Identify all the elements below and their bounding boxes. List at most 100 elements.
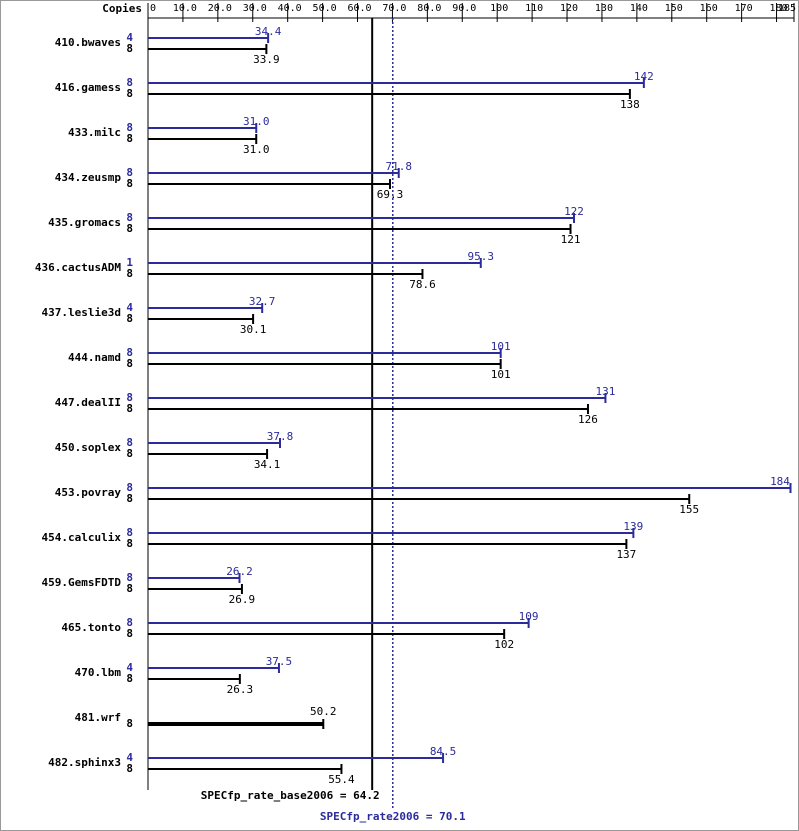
value-label: 31.0 xyxy=(243,143,270,156)
value-label: 26.2 xyxy=(226,565,253,578)
benchmark-name: 410.bwaves xyxy=(55,36,121,49)
value-label: 37.5 xyxy=(266,655,293,668)
benchmark-name: 444.namd xyxy=(68,351,121,364)
copies: 8 xyxy=(126,436,133,449)
x-tick-label: 40.0 xyxy=(278,3,302,14)
x-tick-label: 185 xyxy=(778,3,796,14)
x-tick-label: 120 xyxy=(560,3,578,14)
x-tick-label: 160 xyxy=(700,3,718,14)
copies: 8 xyxy=(126,571,133,584)
benchmark-name: 481.wrf xyxy=(75,711,121,724)
value-label: 32.7 xyxy=(249,295,276,308)
value-label: 34.1 xyxy=(254,458,281,471)
value-label: 122 xyxy=(564,205,584,218)
value-label: 101 xyxy=(491,340,511,353)
benchmark-name: 433.milc xyxy=(68,126,121,139)
copies: 8 xyxy=(126,267,133,280)
copies: 8 xyxy=(126,526,133,539)
benchmark-name: 416.gamess xyxy=(55,81,121,94)
value-label: 131 xyxy=(596,385,616,398)
copies-header: Copies xyxy=(102,2,142,15)
copies: 8 xyxy=(126,582,133,595)
value-label: 34.4 xyxy=(255,25,282,38)
x-tick-label: 170 xyxy=(735,3,753,14)
value-label: 126 xyxy=(578,413,598,426)
value-label: 69.3 xyxy=(377,188,404,201)
copies: 8 xyxy=(126,492,133,505)
copies: 8 xyxy=(126,42,133,55)
reference-label: SPECfp_rate2006 = 70.1 xyxy=(320,810,466,823)
value-label: 71.8 xyxy=(385,160,412,173)
benchmark-name: 470.lbm xyxy=(75,666,122,679)
x-tick-label: 100 xyxy=(490,3,508,14)
benchmark-name: 450.soplex xyxy=(55,441,122,454)
copies: 8 xyxy=(126,447,133,460)
x-tick-label: 80.0 xyxy=(417,3,441,14)
copies: 8 xyxy=(126,87,133,100)
value-label: 95.3 xyxy=(468,250,495,263)
copies: 8 xyxy=(126,166,133,179)
benchmark-name: 453.povray xyxy=(55,486,122,499)
x-tick-label: 150 xyxy=(665,3,683,14)
copies: 8 xyxy=(126,121,133,134)
value-label: 78.6 xyxy=(409,278,436,291)
value-label: 155 xyxy=(679,503,699,516)
value-label: 142 xyxy=(634,70,654,83)
value-label: 26.9 xyxy=(229,593,256,606)
x-tick-label: 130 xyxy=(595,3,613,14)
benchmark-name: 435.gromacs xyxy=(48,216,121,229)
benchmark-name: 454.calculix xyxy=(42,531,122,544)
x-tick-label: 180 xyxy=(770,3,788,14)
benchmark-name: 482.sphinx3 xyxy=(48,756,121,769)
copies: 8 xyxy=(126,211,133,224)
copies: 8 xyxy=(126,132,133,145)
copies: 4 xyxy=(126,661,133,674)
benchmark-name: 459.GemsFDTD xyxy=(42,576,122,589)
copies: 4 xyxy=(126,31,133,44)
x-tick-label: 60.0 xyxy=(347,3,371,14)
copies: 8 xyxy=(126,616,133,629)
copies: 1 xyxy=(126,256,133,269)
benchmark-name: 447.dealII xyxy=(55,396,121,409)
value-label: 50.2 xyxy=(310,705,337,718)
copies: 8 xyxy=(126,402,133,415)
value-label: 26.3 xyxy=(227,683,254,696)
x-tick-label: 140 xyxy=(630,3,648,14)
benchmark-name: 436.cactusADM xyxy=(35,261,121,274)
copies: 8 xyxy=(126,76,133,89)
x-tick-label: 50.0 xyxy=(313,3,337,14)
copies: 8 xyxy=(126,762,133,775)
reference-label: SPECfp_rate_base2006 = 64.2 xyxy=(201,789,380,802)
copies: 4 xyxy=(126,751,133,764)
value-label: 55.4 xyxy=(328,773,355,786)
value-label: 102 xyxy=(494,638,514,651)
copies: 8 xyxy=(126,357,133,370)
copies: 8 xyxy=(126,672,133,685)
x-tick-label: 0 xyxy=(150,3,156,14)
value-label: 31.0 xyxy=(243,115,270,128)
value-label: 33.9 xyxy=(253,53,280,66)
benchmark-name: 434.zeusmp xyxy=(55,171,122,184)
x-tick-label: 110 xyxy=(525,3,543,14)
value-label: 30.1 xyxy=(240,323,267,336)
value-label: 37.8 xyxy=(267,430,294,443)
x-tick-label: 70.0 xyxy=(382,3,406,14)
copies: 8 xyxy=(126,222,133,235)
copies: 4 xyxy=(126,301,133,314)
copies: 8 xyxy=(126,391,133,404)
x-tick-label: 90.0 xyxy=(452,3,476,14)
copies: 8 xyxy=(126,537,133,550)
copies: 8 xyxy=(126,481,133,494)
value-label: 121 xyxy=(561,233,581,246)
value-label: 139 xyxy=(623,520,643,533)
x-tick-label: 20.0 xyxy=(208,3,232,14)
x-tick-label: 30.0 xyxy=(243,3,267,14)
copies: 8 xyxy=(126,312,133,325)
value-label: 138 xyxy=(620,98,640,111)
benchmark-name: 437.leslie3d xyxy=(42,306,121,319)
value-label: 101 xyxy=(491,368,511,381)
copies: 8 xyxy=(126,627,133,640)
